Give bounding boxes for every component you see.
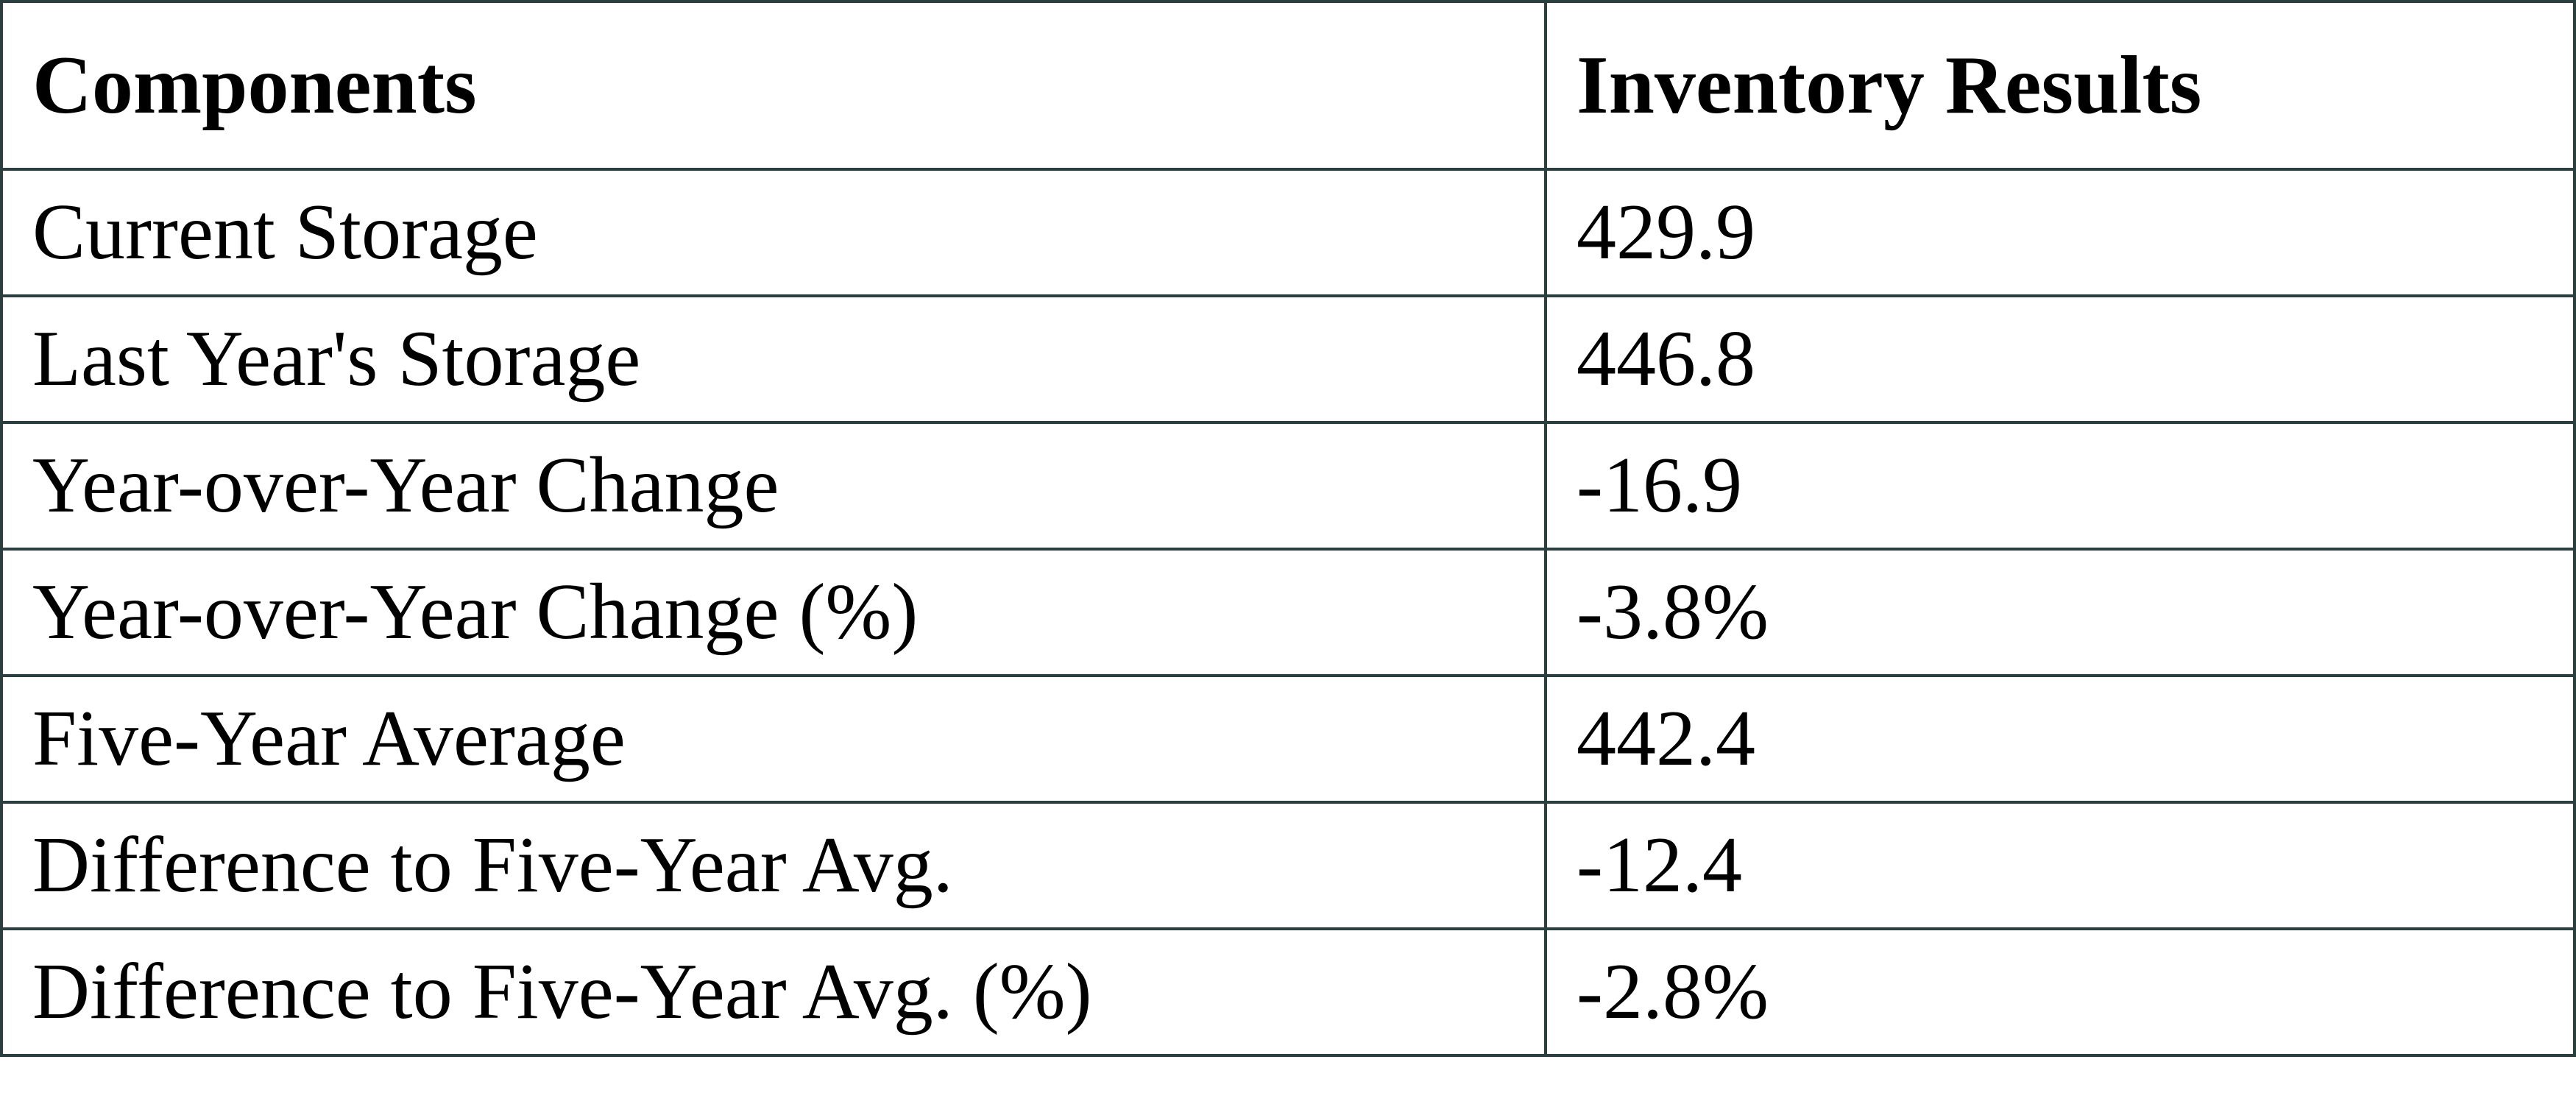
table-row: Five-Year Average 442.4: [0, 674, 2576, 804]
result-cell: 446.8: [1544, 294, 2576, 424]
component-cell: Year-over-Year Change: [0, 421, 1547, 551]
header-cell: Components: [0, 0, 1547, 171]
table-row: Last Year's Storage 446.8: [0, 294, 2576, 424]
table-body: Current Storage 429.9 Last Year's Storage 4…: [0, 168, 2576, 1057]
table-row: Year-over-Year Change (%) -3.8%: [0, 548, 2576, 677]
inventory-table: Components Inventory Results Current Sto…: [0, 0, 2576, 1057]
component-cell: Current Storage: [0, 168, 1547, 297]
table-row: Difference to Five-Year Avg. (%) -2.8%: [0, 927, 2576, 1057]
component-cell: Last Year's Storage: [0, 294, 1547, 424]
table-row: Year-over-Year Change -16.9: [0, 421, 2576, 551]
result-cell: -3.8%: [1544, 548, 2576, 677]
component-cell: Year-over-Year Change (%): [0, 548, 1547, 677]
header-row: Components Inventory Results: [0, 0, 2576, 171]
result-cell: -16.9: [1544, 421, 2576, 551]
header-cell: Inventory Results: [1544, 0, 2576, 171]
component-cell: Difference to Five-Year Avg.: [0, 801, 1547, 930]
table-row: Difference to Five-Year Avg. -12.4: [0, 801, 2576, 930]
result-cell: 442.4: [1544, 674, 2576, 804]
result-cell: -12.4: [1544, 801, 2576, 930]
result-cell: -2.8%: [1544, 927, 2576, 1057]
component-cell: Five-Year Average: [0, 674, 1547, 804]
component-cell: Difference to Five-Year Avg. (%): [0, 927, 1547, 1057]
table-row: Current Storage 429.9: [0, 168, 2576, 297]
result-cell: 429.9: [1544, 168, 2576, 297]
